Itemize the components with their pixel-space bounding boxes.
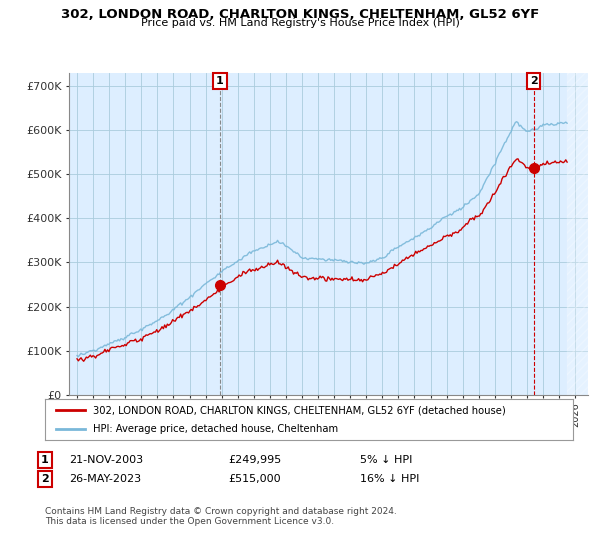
Text: 5% ↓ HPI: 5% ↓ HPI [360, 455, 412, 465]
Text: 302, LONDON ROAD, CHARLTON KINGS, CHELTENHAM, GL52 6YF: 302, LONDON ROAD, CHARLTON KINGS, CHELTE… [61, 8, 539, 21]
Text: 16% ↓ HPI: 16% ↓ HPI [360, 474, 419, 484]
Text: Price paid vs. HM Land Registry's House Price Index (HPI): Price paid vs. HM Land Registry's House … [140, 18, 460, 29]
Text: Contains HM Land Registry data © Crown copyright and database right 2024.
This d: Contains HM Land Registry data © Crown c… [45, 507, 397, 526]
Text: 21-NOV-2003: 21-NOV-2003 [69, 455, 143, 465]
Text: 2: 2 [41, 474, 49, 484]
Text: 2: 2 [530, 76, 538, 86]
Text: 1: 1 [41, 455, 49, 465]
Text: 302, LONDON ROAD, CHARLTON KINGS, CHELTENHAM, GL52 6YF (detached house): 302, LONDON ROAD, CHARLTON KINGS, CHELTE… [92, 405, 505, 415]
Text: £249,995: £249,995 [228, 455, 281, 465]
Bar [567, 73, 588, 395]
Text: £515,000: £515,000 [228, 474, 281, 484]
Text: HPI: Average price, detached house, Cheltenham: HPI: Average price, detached house, Chel… [92, 424, 338, 433]
Text: 1: 1 [216, 76, 224, 86]
Text: 26-MAY-2023: 26-MAY-2023 [69, 474, 141, 484]
